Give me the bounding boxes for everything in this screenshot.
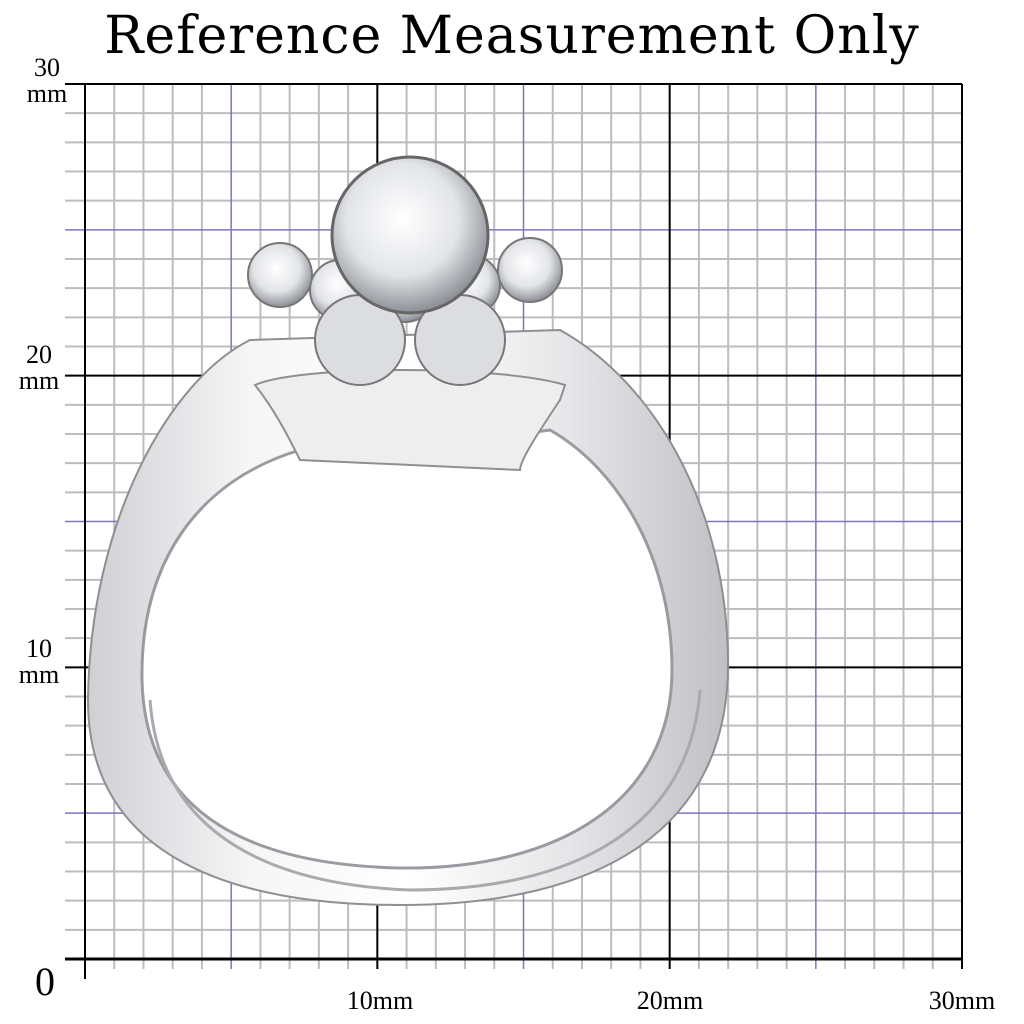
y-tick-value: 10 (26, 634, 52, 663)
origin-label: 0 (35, 959, 55, 1004)
y-label-20: 20 mm (4, 342, 74, 394)
x-label-10: 10mm (346, 986, 414, 1015)
ring-hole (140, 428, 674, 870)
y-tick-unit: mm (26, 79, 68, 108)
y-tick-value: 30 (34, 53, 60, 82)
y-label-30: 30 mm (12, 55, 82, 107)
x-label-20: 20mm (636, 986, 704, 1015)
page-title: Reference Measurement Only (104, 6, 920, 66)
ring-guard (253, 369, 567, 472)
y-tick-unit: mm (18, 660, 60, 689)
y-tick-value: 20 (26, 340, 52, 369)
halo-stones (247, 155, 563, 386)
x-label-30: 30mm (928, 986, 996, 1015)
center-stone (330, 155, 490, 315)
y-tick-unit: mm (18, 366, 60, 395)
y-label-10: 10 mm (4, 636, 74, 688)
